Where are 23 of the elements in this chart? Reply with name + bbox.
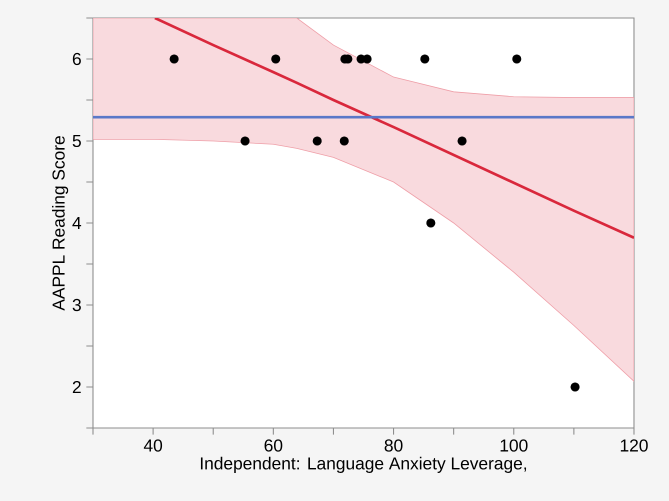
point: [362, 54, 372, 64]
point: [458, 136, 467, 146]
y-tick-label: 3: [72, 298, 81, 312]
point: [426, 218, 436, 228]
y-tick-label: 6: [72, 52, 81, 66]
x-tick-label: 60: [264, 439, 282, 452]
y-axis-title: AAPPL Reading Score: [52, 136, 68, 311]
x-tick-label: 120: [620, 439, 648, 452]
point: [340, 136, 349, 146]
point: [240, 136, 250, 146]
point: [570, 382, 580, 392]
x-axis-title: Independent: Language Anxiety Leverage,: [200, 456, 526, 473]
point: [512, 54, 522, 64]
y-tick-label: 4: [72, 217, 82, 229]
y-tick-label: 2: [72, 380, 81, 394]
x-tick-label: 40: [144, 439, 162, 452]
x-tick-label: 100: [500, 439, 528, 452]
point: [271, 54, 280, 64]
point: [312, 136, 322, 146]
x-tick-label: 80: [384, 439, 403, 452]
y-tick-label: 5: [72, 134, 81, 148]
point: [170, 54, 179, 64]
point: [420, 54, 430, 64]
